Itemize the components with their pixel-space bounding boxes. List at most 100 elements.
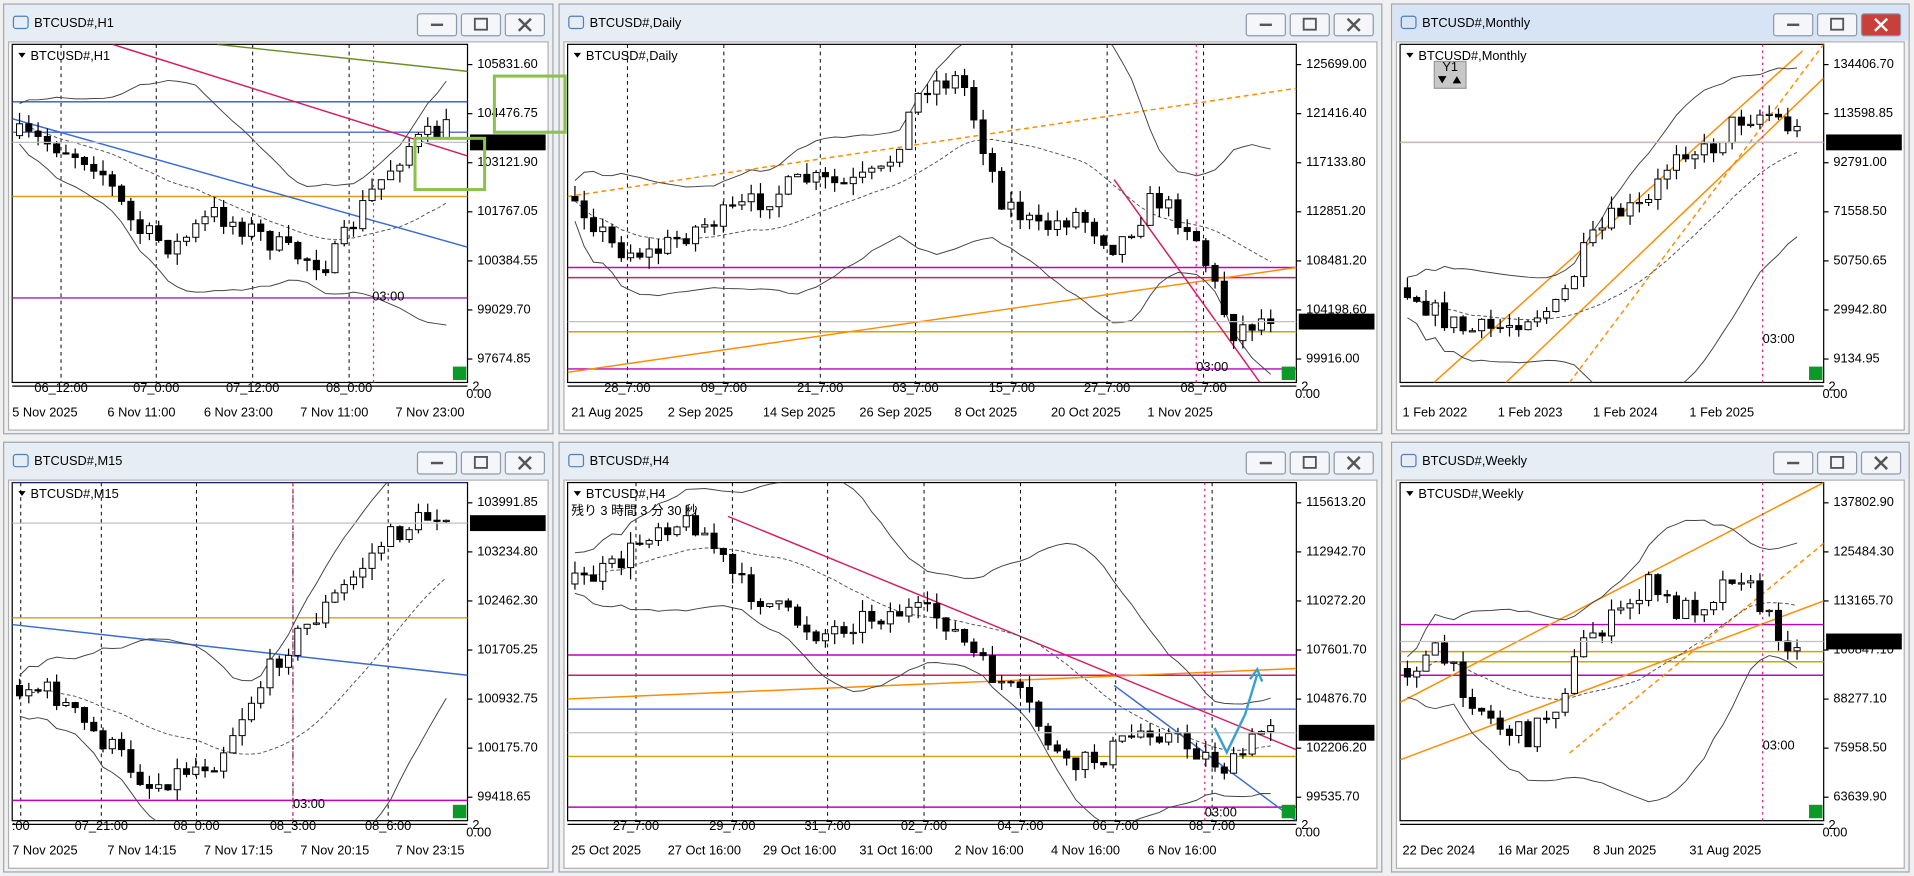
window-icon [12, 453, 29, 468]
candle-body [1007, 201, 1015, 210]
price-tick-label: 134406.70 [1833, 56, 1894, 71]
time-label: 31_7:00 [804, 818, 850, 833]
price-tick-label: 113598.85 [1833, 105, 1893, 120]
candle-body [1635, 599, 1643, 605]
candle-body [1063, 750, 1071, 759]
status-indicator [1809, 366, 1823, 381]
countdown: 残り 3 時間 3 分 30 秒 [571, 503, 698, 518]
chart-window: BTCUSD#,H1 105831.60 104476.75 103121.90 101… [3, 3, 554, 435]
maximize-button[interactable] [460, 13, 502, 37]
candle-body [1691, 599, 1699, 616]
indicator-label: 2 [1301, 817, 1308, 832]
candle-body [1155, 193, 1163, 209]
maximize-button[interactable] [1816, 451, 1858, 475]
symbol-label: BTCUSD#,Daily [586, 48, 678, 63]
candle-body [349, 576, 358, 586]
maximize-button[interactable] [1289, 451, 1330, 475]
time-label: 06_7:00 [1093, 818, 1139, 833]
candle-body [1784, 116, 1792, 132]
plot [12, 482, 468, 821]
candle-body [1220, 766, 1228, 774]
window-icon [12, 15, 29, 30]
date-label: 7 Nov 23:15 [395, 843, 464, 858]
candle-body [1682, 154, 1690, 160]
current-price-box [1826, 633, 1902, 650]
candle-body [201, 766, 209, 772]
candle-body [794, 173, 802, 178]
date-label: 20 Oct 2025 [1051, 404, 1121, 419]
price-tick-label: 50750.65 [1833, 252, 1886, 267]
period-button-label: Y1 [1442, 59, 1458, 74]
maximize-button[interactable] [1816, 13, 1858, 37]
candle-body [1422, 300, 1430, 316]
indicator-label: 0.00 [466, 386, 491, 401]
candle-body [192, 766, 200, 775]
candle-body [1248, 324, 1256, 331]
moving-average [19, 577, 447, 755]
candle-body [1267, 725, 1275, 732]
candle-body [377, 179, 385, 190]
time-label: 08_6:00 [365, 818, 411, 833]
candle-body [775, 193, 783, 208]
window-title: BTCUSD#,M15 [34, 453, 122, 468]
candle-body [285, 654, 293, 668]
candle-body [1459, 661, 1467, 698]
candle-body [979, 652, 987, 657]
candle-body [1192, 748, 1201, 760]
candle-body [108, 738, 116, 750]
candle-body [405, 529, 413, 541]
candle-body [1239, 753, 1247, 756]
candle-body [1025, 214, 1034, 221]
candle-body [1478, 318, 1486, 332]
plot-border [1399, 43, 1825, 384]
candle-body [1710, 143, 1718, 154]
candle-body [442, 519, 450, 523]
candle-body [220, 206, 228, 227]
trend-line [1569, 542, 1824, 754]
candle-body [942, 80, 950, 89]
period-button[interactable] [1433, 60, 1467, 89]
candle-body [1128, 235, 1136, 239]
maximize-button[interactable] [460, 451, 502, 475]
trend-line [1433, 50, 1803, 383]
status-indicator [1281, 804, 1296, 819]
candle-body [710, 224, 718, 227]
time-label: 21_7:00 [797, 380, 843, 395]
candle-body [312, 259, 320, 271]
candle-body [210, 770, 218, 773]
band-lower [19, 143, 447, 326]
chart-area [563, 479, 1378, 869]
candle-body [1672, 595, 1680, 619]
title-bar [560, 443, 1381, 479]
candle-body [784, 176, 792, 195]
candle-body [1515, 721, 1523, 736]
plot-border [11, 43, 469, 384]
candle-body [1626, 603, 1634, 609]
price-tick-label: 103234.80 [477, 543, 538, 558]
window-icon [1400, 15, 1417, 30]
candle-body [1635, 201, 1643, 205]
window-title: BTCUSD#,H1 [34, 15, 114, 30]
symbol-label: BTCUSD#,M15 [31, 486, 119, 501]
candle-body [442, 119, 450, 139]
symbol-arrow [573, 52, 582, 58]
candle-body [1016, 681, 1024, 688]
trend-line [567, 266, 1297, 374]
maximize-button[interactable] [1289, 13, 1330, 37]
time-label: 28_7:00 [604, 380, 650, 395]
band-upper [574, 44, 1271, 188]
trend-line [217, 44, 468, 73]
date-label: 1 Feb 2022 [1403, 404, 1468, 419]
price-tick-label: 125699.00 [1306, 56, 1367, 71]
candle-body [886, 611, 894, 625]
moving-average [1407, 151, 1798, 321]
candle-body [1654, 574, 1662, 596]
candle-body [1137, 730, 1145, 738]
candle-body [608, 558, 616, 564]
current-price-box [1298, 313, 1375, 330]
moving-average [1407, 602, 1798, 700]
candle-body [1728, 579, 1736, 584]
candle-body [682, 515, 690, 528]
price-tick-label: 112851.20 [1306, 203, 1366, 218]
